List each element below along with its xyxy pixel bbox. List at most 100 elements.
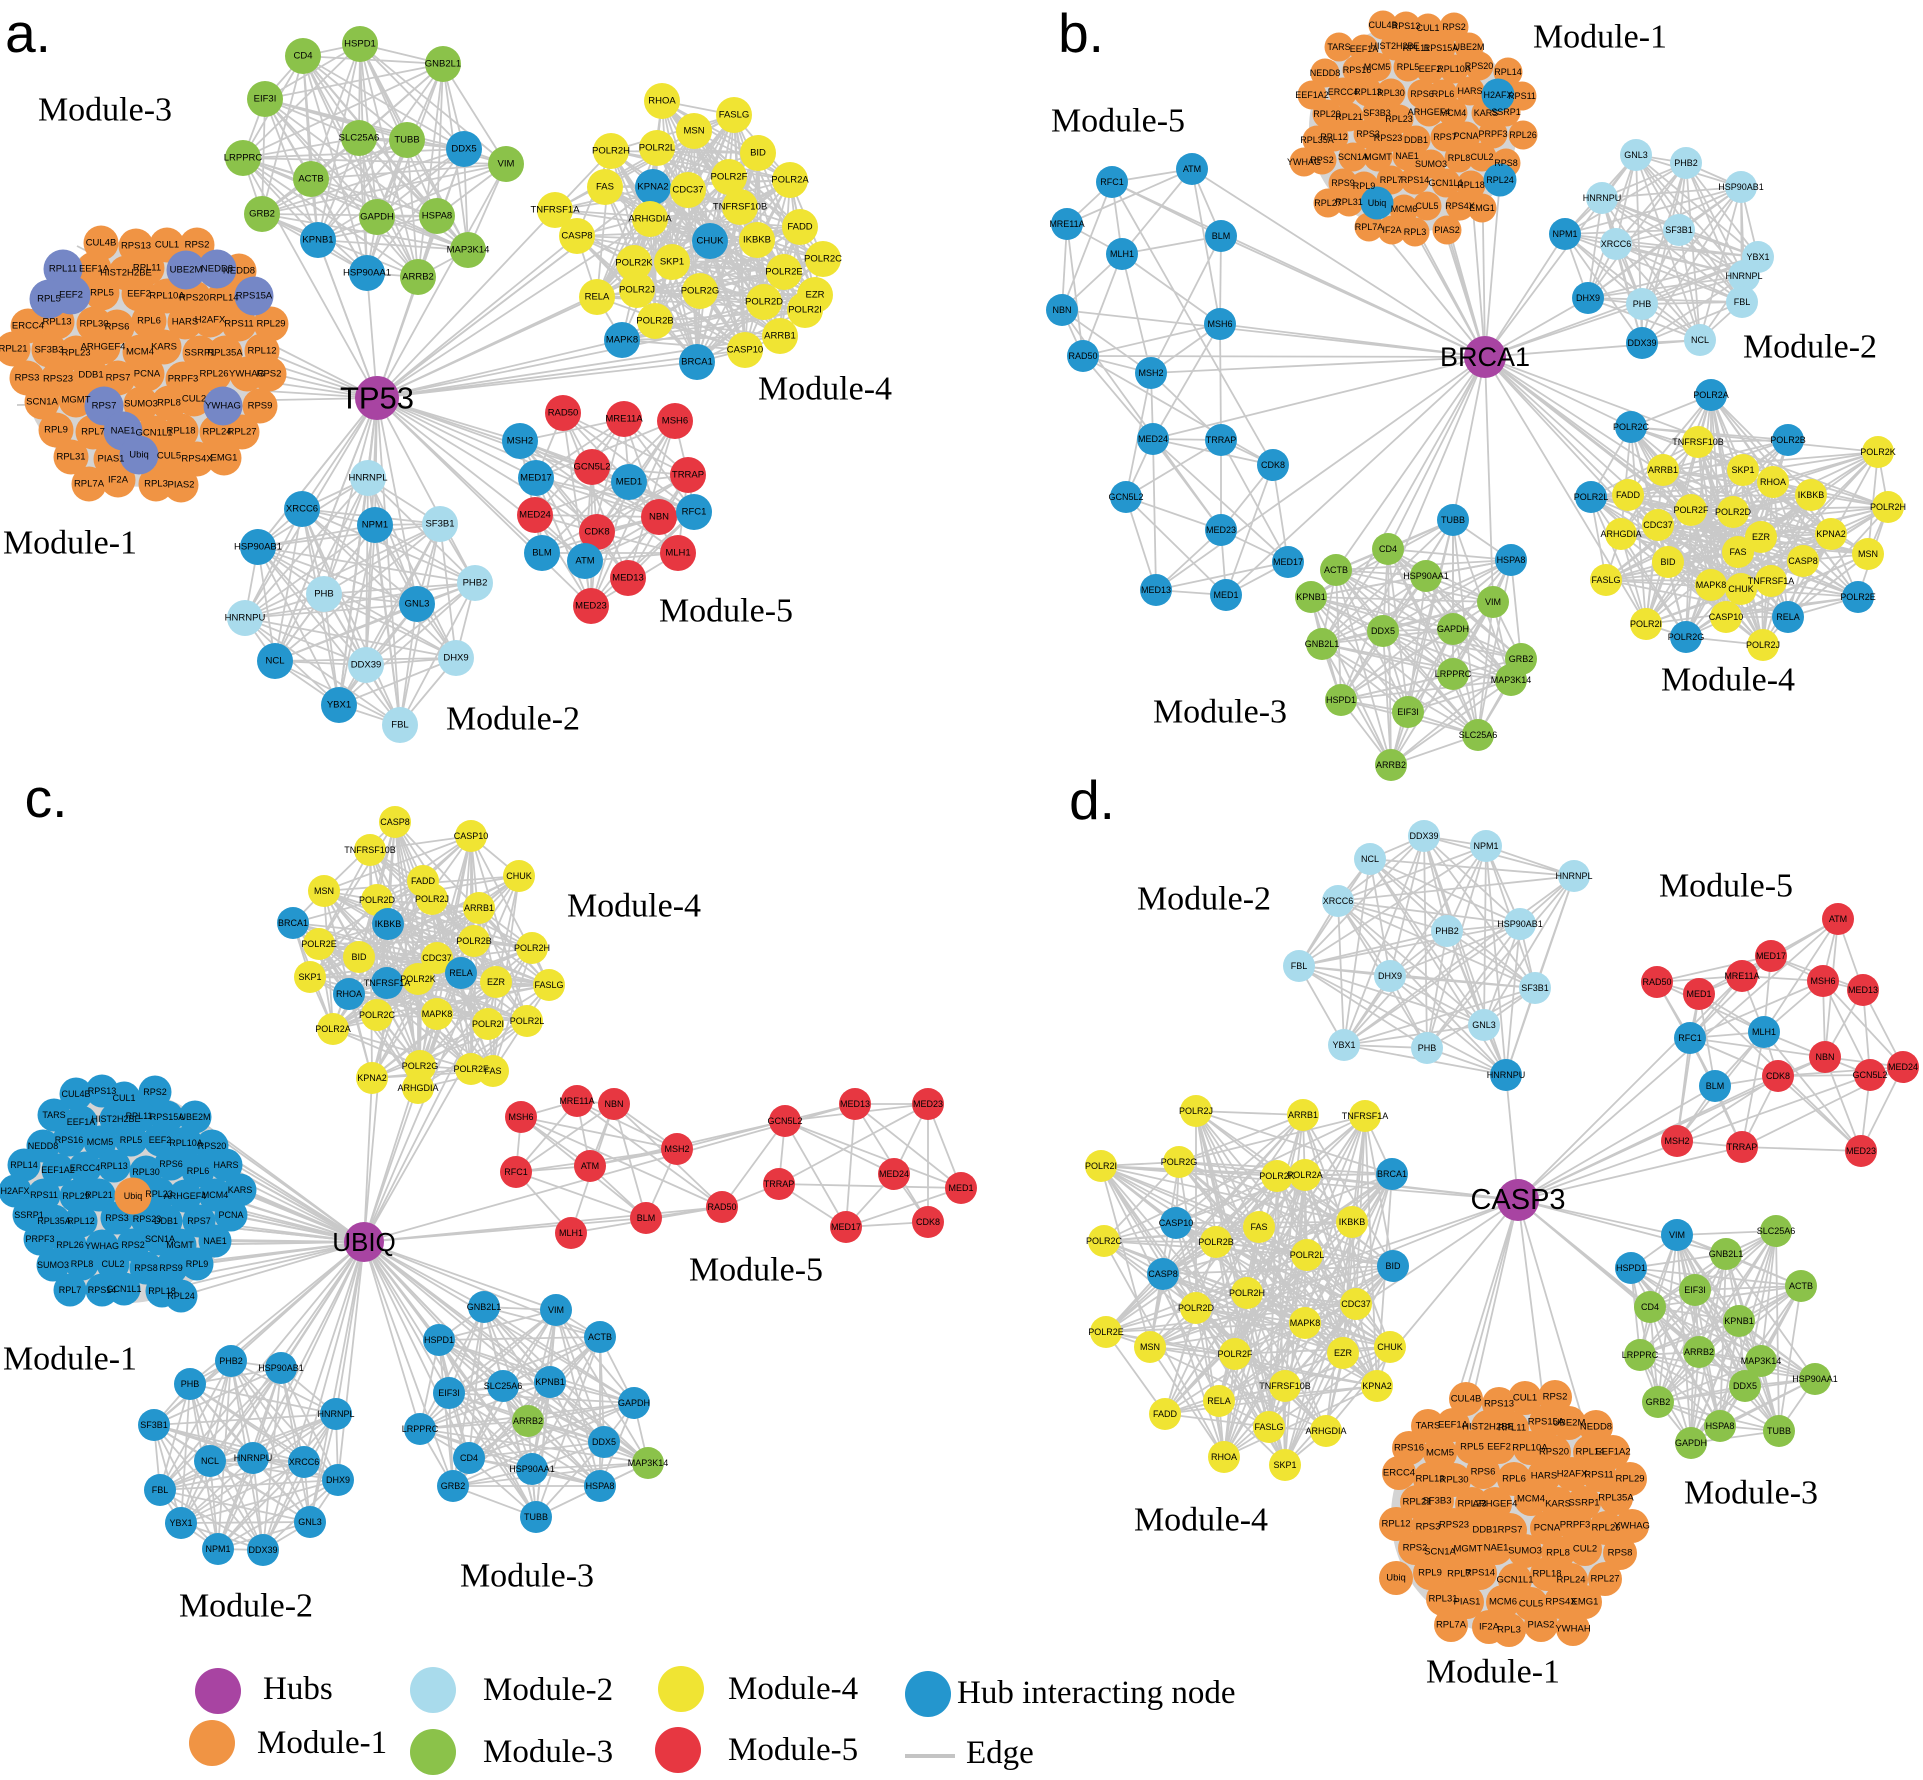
svg-text:RPL31: RPL31 — [56, 452, 85, 463]
svg-text:MED13: MED13 — [840, 1099, 870, 1109]
svg-text:RPS4X: RPS4X — [1545, 1597, 1577, 1608]
svg-text:NBN: NBN — [649, 512, 669, 523]
svg-text:EZR: EZR — [487, 977, 506, 987]
svg-text:TUBB: TUBB — [1441, 515, 1465, 525]
svg-text:EEF2: EEF2 — [59, 290, 83, 301]
svg-text:PRPF3: PRPF3 — [1560, 1520, 1591, 1531]
svg-text:BID: BID — [1660, 557, 1676, 567]
svg-text:Module-2: Module-2 — [1137, 881, 1271, 918]
svg-text:BRCA1: BRCA1 — [681, 357, 713, 368]
svg-text:IF2A: IF2A — [1479, 1622, 1500, 1633]
svg-text:RPS3: RPS3 — [1416, 1522, 1441, 1533]
svg-text:RPL10A: RPL10A — [149, 291, 185, 302]
svg-text:LRPPRC: LRPPRC — [1435, 669, 1472, 679]
svg-text:XRCC6: XRCC6 — [289, 1457, 320, 1467]
svg-text:PHB2: PHB2 — [463, 578, 488, 589]
svg-text:RPL10A: RPL10A — [169, 1138, 203, 1148]
svg-text:CASP10: CASP10 — [727, 345, 763, 356]
svg-text:TRRAP: TRRAP — [1727, 1142, 1758, 1152]
svg-text:RPS23: RPS23 — [1374, 133, 1403, 143]
svg-text:Module-1: Module-1 — [1426, 1654, 1560, 1691]
svg-text:SF3B3: SF3B3 — [34, 345, 63, 356]
svg-text:RPS6: RPS6 — [1410, 89, 1434, 99]
svg-text:NPM1: NPM1 — [1473, 841, 1498, 851]
svg-text:RPL10A: RPL10A — [1512, 1443, 1548, 1454]
svg-text:TRRAP: TRRAP — [764, 1179, 795, 1189]
svg-text:POLR2D: POLR2D — [745, 297, 783, 308]
svg-text:PHB: PHB — [1633, 299, 1652, 309]
svg-text:POLR2I: POLR2I — [1085, 1161, 1117, 1171]
svg-text:RPL18: RPL18 — [1532, 1569, 1561, 1580]
svg-text:MED1: MED1 — [1686, 989, 1711, 999]
svg-text:NEDD8: NEDD8 — [201, 264, 233, 275]
svg-text:GNL3: GNL3 — [405, 599, 430, 610]
svg-text:POLR2J: POLR2J — [415, 894, 449, 904]
svg-text:HSP90AA1: HSP90AA1 — [1792, 1374, 1838, 1384]
svg-text:ARHGDIA: ARHGDIA — [1305, 1426, 1346, 1436]
svg-text:RPL14: RPL14 — [10, 1160, 38, 1170]
svg-text:POLR2E: POLR2E — [301, 939, 337, 949]
svg-text:GCN1L1: GCN1L1 — [1428, 178, 1463, 188]
svg-text:CD4: CD4 — [1641, 1302, 1659, 1312]
svg-text:FADD: FADD — [1616, 490, 1641, 500]
svg-text:RPL14: RPL14 — [1494, 67, 1522, 77]
svg-text:RPL12: RPL12 — [67, 1216, 95, 1226]
svg-text:Module-3: Module-3 — [1684, 1475, 1818, 1512]
svg-text:Ubiq: Ubiq — [1386, 1573, 1406, 1584]
svg-text:MCM4: MCM4 — [1440, 108, 1467, 118]
svg-text:SF3B1: SF3B1 — [1665, 225, 1693, 235]
svg-text:MAPK8: MAPK8 — [1290, 1318, 1321, 1328]
svg-text:MRE11A: MRE11A — [559, 1096, 594, 1106]
svg-text:POLR2I: POLR2I — [1630, 619, 1662, 629]
svg-text:POLR2D: POLR2D — [359, 895, 396, 905]
svg-text:RPS2: RPS2 — [1442, 22, 1466, 32]
svg-text:EZR: EZR — [806, 290, 825, 301]
svg-text:HNRNPL: HNRNPL — [1555, 871, 1592, 881]
svg-text:RPS2: RPS2 — [1403, 1543, 1428, 1554]
svg-text:RPS4X: RPS4X — [1445, 201, 1475, 211]
svg-text:RPL12: RPL12 — [1381, 1519, 1410, 1530]
svg-text:BLM: BLM — [1706, 1081, 1725, 1091]
svg-text:BRCA1: BRCA1 — [1440, 342, 1530, 372]
svg-text:Hubs: Hubs — [263, 1671, 333, 1707]
svg-text:EZR: EZR — [1334, 1348, 1353, 1358]
svg-text:HIST2H2BE: HIST2H2BE — [91, 1114, 140, 1124]
svg-text:RPL24: RPL24 — [202, 427, 231, 438]
svg-text:SUMO3: SUMO3 — [1508, 1546, 1542, 1557]
svg-text:POLR2G: POLR2G — [402, 1061, 439, 1071]
svg-text:DDX5: DDX5 — [592, 1437, 616, 1447]
svg-text:HIST2H2BE: HIST2H2BE — [1462, 1422, 1514, 1433]
svg-text:MSH6: MSH6 — [1810, 976, 1835, 986]
svg-text:MCM5: MCM5 — [1426, 1448, 1454, 1459]
svg-text:RPS7: RPS7 — [1433, 132, 1457, 142]
svg-text:MAPK8: MAPK8 — [422, 1009, 453, 1019]
svg-text:PIAS1: PIAS1 — [1454, 1597, 1481, 1608]
svg-text:GNL3: GNL3 — [1624, 150, 1648, 160]
svg-text:RPL5: RPL5 — [37, 294, 61, 305]
svg-text:HARS: HARS — [213, 1160, 238, 1170]
svg-text:DDX5: DDX5 — [1371, 626, 1395, 636]
svg-text:BLM: BLM — [637, 1213, 656, 1223]
svg-text:RPS23: RPS23 — [43, 374, 73, 385]
svg-text:RPL11: RPL11 — [1498, 1423, 1526, 1434]
svg-text:TNFRSF1A: TNFRSF1A — [1342, 1111, 1389, 1121]
svg-text:HSP90AA1: HSP90AA1 — [509, 1464, 555, 1474]
svg-text:MAPK8: MAPK8 — [1696, 580, 1727, 590]
svg-text:RPS7: RPS7 — [92, 401, 117, 412]
svg-text:MSH2: MSH2 — [1664, 1136, 1689, 1146]
svg-text:CDK8: CDK8 — [584, 527, 609, 538]
svg-text:RPL9: RPL9 — [186, 1259, 209, 1269]
svg-text:RPL7A: RPL7A — [74, 479, 105, 490]
svg-text:RELA: RELA — [449, 968, 473, 978]
svg-text:RAD50: RAD50 — [1642, 977, 1671, 987]
svg-text:Ubiq: Ubiq — [124, 1191, 143, 1201]
svg-text:EEF1A: EEF1A — [1350, 44, 1379, 54]
svg-text:RPL7: RPL7 — [59, 1285, 82, 1295]
svg-text:RPS7: RPS7 — [187, 1216, 211, 1226]
svg-text:RPL11: RPL11 — [1403, 43, 1430, 53]
svg-text:POLR2E: POLR2E — [765, 267, 803, 278]
svg-text:ATM: ATM — [1183, 164, 1201, 174]
svg-text:Module-5: Module-5 — [728, 1732, 858, 1768]
svg-text:RPS8: RPS8 — [1494, 158, 1518, 168]
svg-text:CDK8: CDK8 — [916, 1217, 940, 1227]
